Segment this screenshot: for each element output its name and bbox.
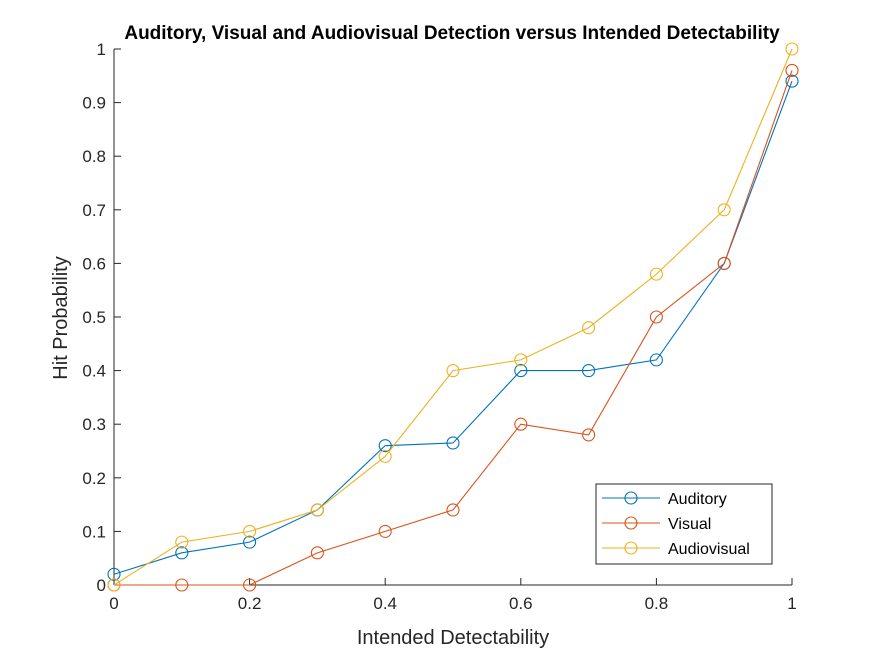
- y-tick-label: 0: [97, 576, 106, 595]
- legend-label: Auditory: [668, 491, 727, 508]
- data-point-marker: [785, 63, 799, 77]
- data-point-marker: [446, 364, 460, 378]
- data-point-marker: [649, 267, 663, 281]
- y-tick-label: 0.1: [82, 522, 106, 541]
- data-point-marker: [446, 436, 460, 450]
- x-tick-label: 0.8: [645, 594, 669, 613]
- y-tick-label: 0.7: [82, 201, 106, 220]
- data-point-marker: [785, 74, 799, 88]
- series-line: [114, 70, 793, 586]
- data-point-marker: [107, 578, 121, 592]
- series-audiovisual: [107, 42, 799, 592]
- data-point-marker: [582, 428, 596, 442]
- data-point-marker: [243, 524, 257, 538]
- series-lines: [107, 42, 799, 592]
- data-point-marker: [378, 449, 392, 463]
- chart-title: Auditory, Visual and Audiovisual Detecti…: [124, 23, 780, 44]
- data-point-marker: [514, 364, 528, 378]
- data-point-marker: [582, 321, 596, 335]
- legend-label: Visual: [668, 516, 711, 533]
- data-point-marker: [243, 535, 257, 549]
- y-tick-label: 0.9: [82, 94, 106, 113]
- x-tick-label: 0.6: [509, 594, 533, 613]
- legend: Auditory Visual Audiovisual: [595, 483, 773, 565]
- data-point-marker: [785, 42, 799, 56]
- data-point-marker: [107, 567, 121, 581]
- series-line: [113, 80, 793, 575]
- data-point-marker: [649, 353, 663, 367]
- data-point-marker: [717, 256, 731, 270]
- y-tick-label: 0.5: [82, 308, 106, 327]
- y-tick-label: 0.6: [82, 254, 106, 273]
- y-tick-label: 0.2: [82, 469, 106, 488]
- y-tick-label: 0.3: [82, 415, 106, 434]
- series-visual: [107, 63, 799, 592]
- data-point-marker: [514, 353, 528, 367]
- y-tick-label: 0.8: [82, 147, 106, 166]
- x-tick-label: 0.4: [373, 594, 397, 613]
- data-point-marker: [378, 439, 392, 453]
- y-tick-label: 1: [97, 40, 106, 59]
- data-point-marker: [175, 578, 189, 592]
- legend-marker: [624, 516, 638, 530]
- x-tick-label: 0: [109, 594, 118, 613]
- data-point-marker: [175, 546, 189, 560]
- data-point-marker: [446, 503, 460, 517]
- data-point-marker: [514, 417, 528, 431]
- data-point-marker: [243, 578, 257, 592]
- data-point-marker: [649, 310, 663, 324]
- x-tick-label: 0.2: [238, 594, 262, 613]
- data-point-marker: [378, 524, 392, 538]
- data-point-marker: [310, 503, 324, 517]
- x-axis-label: Intended Detectability: [357, 627, 549, 649]
- legend-label: Audiovisual: [668, 541, 750, 558]
- data-point-marker: [310, 546, 324, 560]
- data-point-marker: [582, 364, 596, 378]
- series-line: [113, 48, 793, 586]
- y-tick-label: 0.4: [82, 362, 106, 381]
- legend-marker: [624, 541, 638, 555]
- data-point-marker: [175, 535, 189, 549]
- y-axis-label: Hit Probability: [50, 256, 72, 379]
- legend-marker: [624, 491, 638, 505]
- x-tick-label: 1: [787, 594, 796, 613]
- data-point-marker: [717, 203, 731, 217]
